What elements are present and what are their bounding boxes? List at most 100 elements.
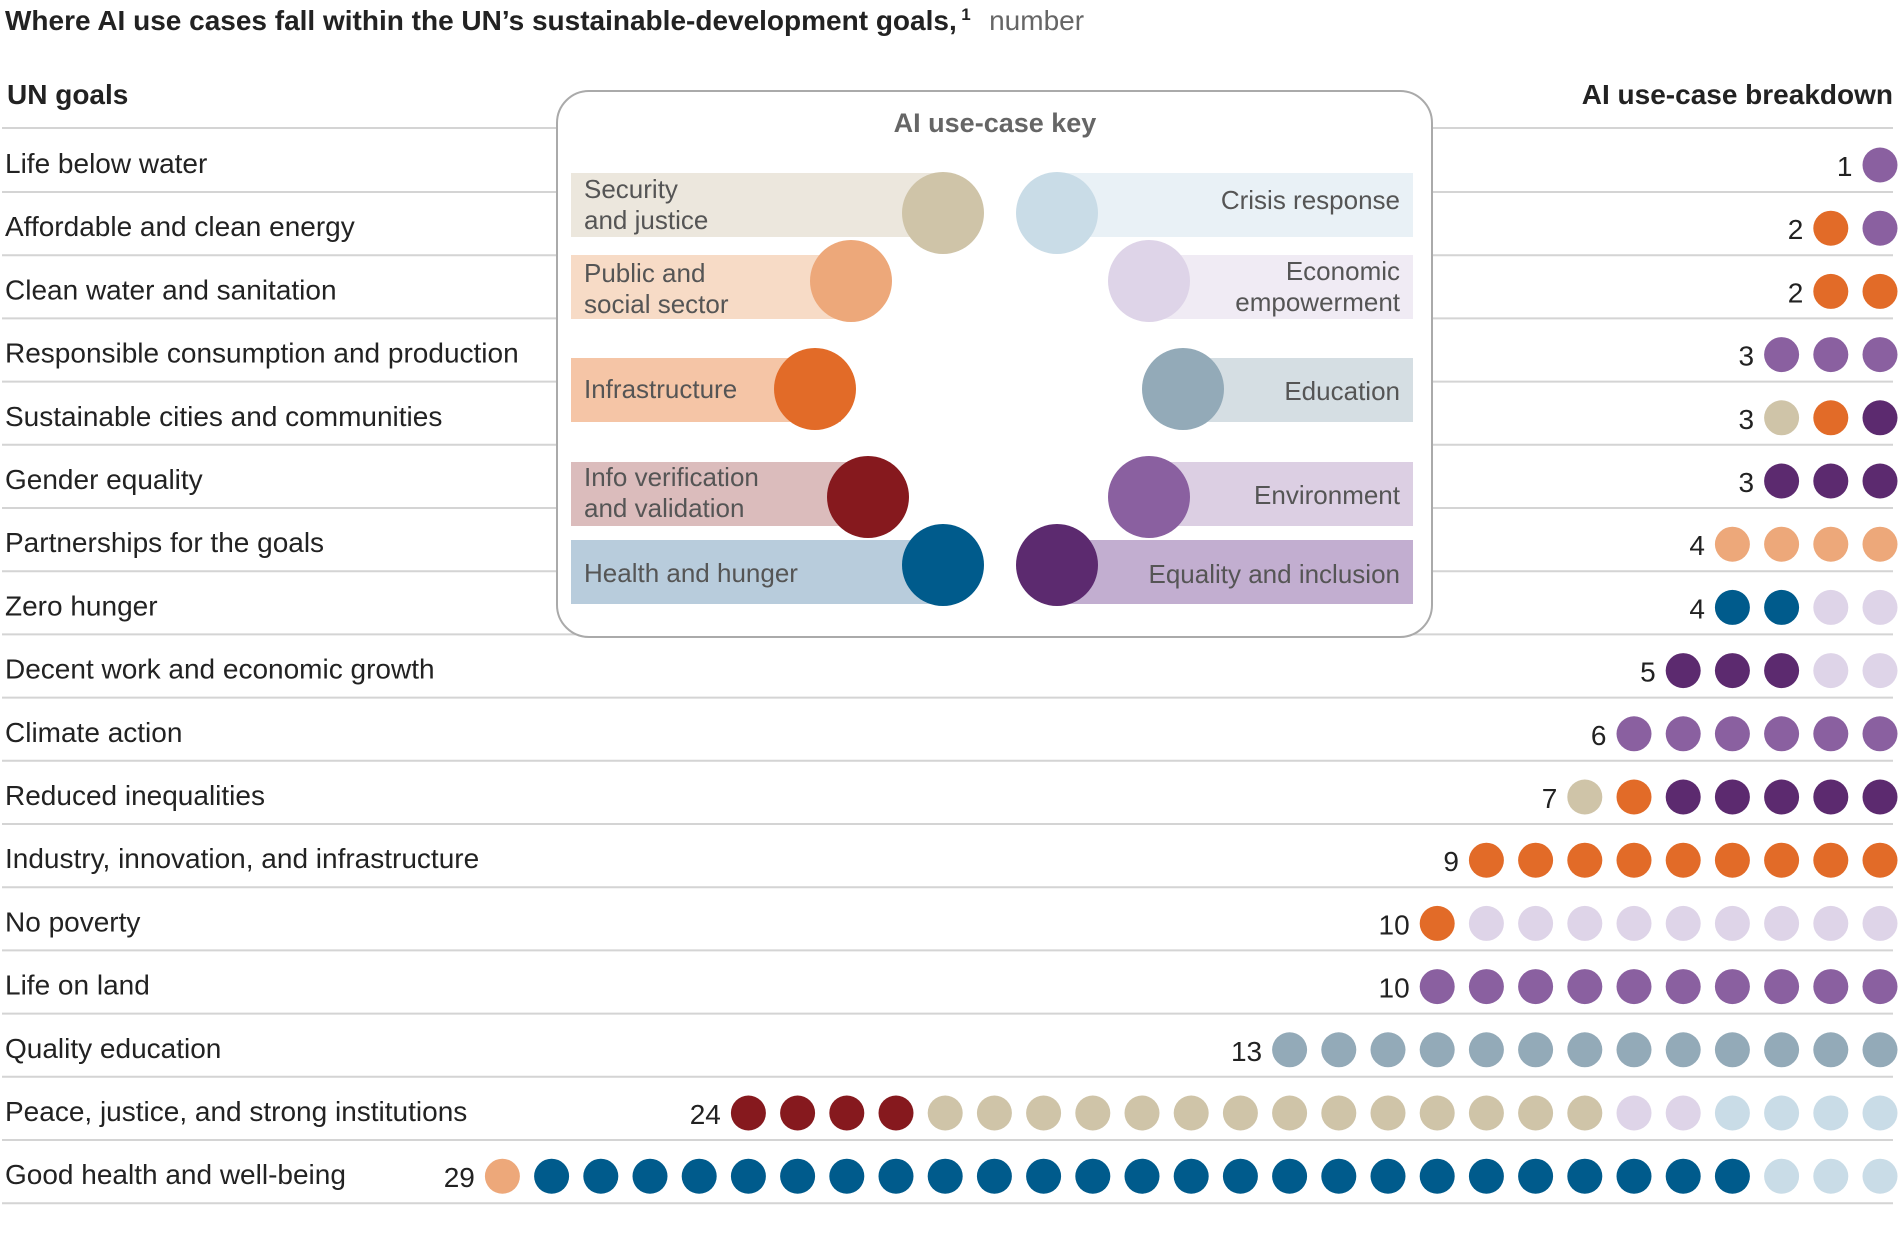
use-case-dot-crisis [1764,1095,1800,1131]
use-case-dot-health [1665,1158,1701,1194]
use-case-dot-public [484,1158,520,1194]
use-case-dot-security [1222,1095,1258,1131]
key-label-line: Environment [1254,480,1401,510]
use-case-dot-health [976,1158,1012,1194]
key-item-crisis: Crisis response [1016,172,1413,254]
key-swatch [1108,240,1190,322]
use-case-dot-economic [1813,589,1849,625]
goal-label: Partnerships for the goals [5,527,324,558]
use-case-dot-environment [1764,337,1800,373]
key-label-line: Health and hunger [584,558,798,588]
goal-total: 2 [1788,277,1804,308]
key-label-line: Info verification [584,462,759,492]
use-case-dot-public [1862,526,1898,562]
use-case-dot-equality [1862,779,1898,815]
goal-label: Quality education [5,1033,221,1064]
key-label: Equality and inclusion [1149,559,1401,589]
key-item-info: Info verification and validation [571,456,909,538]
use-case-dot-education [1714,1032,1750,1068]
key-label: Infrastructure [584,374,737,404]
use-case-dot-security [1764,400,1800,436]
use-case-dot-education [1419,1032,1455,1068]
use-case-dot-crisis [1714,1095,1750,1131]
goal-total: 4 [1689,593,1705,624]
use-case-dot-education [1764,1032,1800,1068]
use-case-dot-infra [1862,273,1898,309]
use-case-dot-environment [1665,716,1701,752]
goal-label: Climate action [5,717,182,748]
use-case-dot-equality [1764,779,1800,815]
use-case-dot-environment [1862,337,1898,373]
use-case-dot-health [1714,589,1750,625]
use-case-dot-equality [1813,779,1849,815]
use-case-dot-education [1321,1032,1357,1068]
key-label: Education [1284,376,1400,406]
use-case-dot-economic [1616,1095,1652,1131]
use-case-dot-environment [1764,716,1800,752]
use-case-dot-equality [1764,463,1800,499]
use-case-dot-infra [1518,842,1554,878]
goal-label: Clean water and sanitation [5,274,337,305]
use-case-dot-infra [1567,842,1603,878]
use-case-dot-health [1370,1158,1406,1194]
goal-label: Responsible consumption and production [5,338,519,369]
key-label: Health and hunger [584,558,798,588]
column-header-breakdown: AI use-case breakdown [1582,79,1893,110]
goal-label: Gender equality [5,464,203,495]
key-label: Security and justice [584,174,708,235]
key-label-line: and validation [584,493,744,523]
goal-total: 10 [1379,973,1410,1004]
key-item-education: Education [1142,348,1413,430]
goal-row: Life on land 10 [2,969,1898,1015]
use-case-dot-crisis [1813,1095,1849,1131]
use-case-dot-economic [1518,905,1554,941]
use-case-dot-environment [1714,969,1750,1005]
use-case-dot-equality [1862,463,1898,499]
key-label: Public and social sector [584,258,729,319]
goal-row: Industry, innovation, and infrastructure… [2,842,1898,889]
use-case-dot-health [1222,1158,1258,1194]
use-case-dot-infra [1813,400,1849,436]
use-case-dot-education [1468,1032,1504,1068]
goal-total: 29 [444,1162,475,1193]
use-case-dot-public [1764,526,1800,562]
goal-total: 24 [690,1099,721,1130]
chart-unit: number [989,5,1084,36]
use-case-dot-infra [1764,842,1800,878]
goal-label: Zero hunger [5,590,158,621]
use-case-dot-environment [1567,969,1603,1005]
key-item-public: Public and social sector [571,240,892,322]
key-band [1060,173,1413,237]
goal-label: Good health and well-being [5,1159,346,1190]
goal-label: Reduced inequalities [5,780,265,811]
key-item-health: Health and hunger [571,524,984,606]
key-band [571,540,943,604]
column-header-goals: UN goals [7,79,128,110]
use-case-dot-environment [1862,210,1898,246]
goal-row: Quality education 13 [2,1032,1898,1078]
use-case-dot-health [927,1158,963,1194]
use-case-dot-environment [1813,969,1849,1005]
key-swatch [1108,456,1190,538]
use-case-dot-health [1124,1158,1160,1194]
use-case-dot-health [730,1158,766,1194]
key-label: Environment [1254,480,1401,510]
key-swatch [902,524,984,606]
goal-label: No poverty [5,906,140,937]
use-case-dot-education [1862,1032,1898,1068]
use-case-dot-infra [1714,842,1750,878]
key-title: AI use-case key [894,108,1097,138]
use-case-dot-economic [1468,905,1504,941]
key-swatch [1016,172,1098,254]
key-label: Economic empowerment [1235,256,1401,317]
use-case-dot-security [976,1095,1012,1131]
use-case-dot-infra [1468,842,1504,878]
use-case-dot-education [1665,1032,1701,1068]
use-case-dot-infra [1862,842,1898,878]
key-swatch [827,456,909,538]
key-item-security: Security and justice [571,172,984,254]
use-case-dot-environment [1813,716,1849,752]
use-case-dot-infra [1813,842,1849,878]
use-case-dot-security [1075,1095,1111,1131]
use-case-dot-environment [1813,337,1849,373]
